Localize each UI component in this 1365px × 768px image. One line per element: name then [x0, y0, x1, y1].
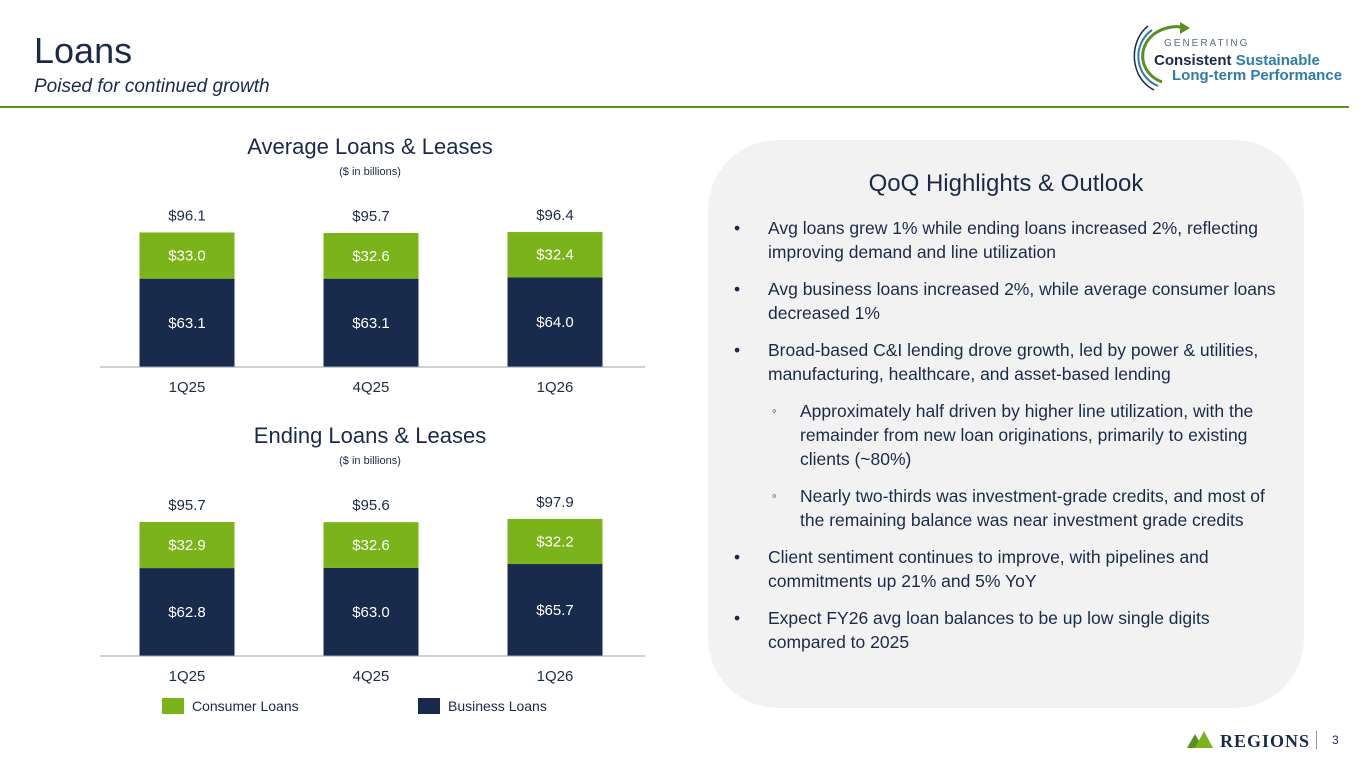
- header-divider: [0, 106, 1349, 108]
- ending-loans-chart: Ending Loans & Leases ($ in billions) $6…: [100, 419, 650, 689]
- business-value-label: $63.0: [352, 604, 390, 621]
- page-number: 3: [1332, 733, 1339, 747]
- consumer-loans-bar: [507, 232, 603, 278]
- total-value-label: $97.9: [536, 494, 574, 511]
- page-title: Loans: [34, 30, 133, 71]
- regions-wordmark: REGIONS: [1220, 731, 1311, 751]
- logo-line-generating: GENERATING: [1164, 38, 1250, 49]
- average-loans-plot: $63.1 $33.0 $96.1 1Q25 $63.1 $32.6 $95.7 4Q25 $6…: [100, 207, 645, 396]
- logo-line-consistent: Consistent Sustainable: [1154, 52, 1320, 69]
- list-item: Avg business loans increased 2%, while a…: [728, 277, 1288, 325]
- legend-consumer: Consumer Loans: [162, 698, 299, 718]
- business-value-label: $65.7: [536, 602, 574, 619]
- chart-title: Ending Loans & Leases: [253, 423, 487, 448]
- business-swatch: [418, 698, 440, 714]
- consumer-swatch: [162, 698, 184, 714]
- consumer-loans-bar: [507, 518, 603, 565]
- list-item: Avg loans grew 1% while ending loans inc…: [728, 216, 1288, 264]
- highlights-title: QoQ Highlights & Outlook: [868, 170, 1144, 197]
- consumer-value-label: $33.0: [168, 248, 206, 265]
- total-value-label: $96.4: [536, 207, 574, 224]
- business-loans-bar: [323, 278, 419, 367]
- consumer-value-label: $32.4: [536, 247, 574, 264]
- consumer-value-label: $32.6: [352, 537, 390, 554]
- business-loans-bar: [507, 277, 603, 367]
- business-value-label: $63.1: [168, 315, 206, 332]
- x-tick-label: 1Q25: [169, 668, 206, 685]
- business-loans-bar: [139, 568, 235, 656]
- footer-separator: [1316, 731, 1317, 749]
- x-tick-label: 4Q25: [353, 668, 390, 685]
- highlights-list: Avg loans grew 1% while ending loans inc…: [728, 216, 1288, 667]
- business-loans-bar: [507, 564, 603, 656]
- sub-list-item: Approximately half driven by higher line…: [728, 399, 1288, 471]
- total-value-label: $95.7: [168, 497, 206, 514]
- generating-performance-logo: GENERATING Consistent Sustainable Long-t…: [1132, 20, 1347, 102]
- business-value-label: $62.8: [168, 604, 206, 621]
- consumer-loans-bar: [323, 522, 419, 568]
- swirl-arrow-icon: [1133, 22, 1190, 91]
- logo-line-performance: Long-term Performance: [1172, 67, 1343, 84]
- list-item: Expect FY26 avg loan balances to be up l…: [728, 606, 1288, 654]
- list-item: Broad-based C&I lending drove growth, le…: [728, 338, 1288, 386]
- business-loans-bar: [139, 278, 235, 367]
- legend-business: Business Loans: [418, 698, 547, 718]
- chart-subtitle: ($ in billions): [339, 166, 401, 178]
- sub-list-item: Nearly two-thirds was investment-grade c…: [728, 484, 1288, 532]
- total-value-label: $95.7: [352, 208, 390, 225]
- consumer-value-label: $32.6: [352, 248, 390, 265]
- page-subtitle: Poised for continued growth: [34, 76, 270, 97]
- consumer-value-label: $32.9: [168, 537, 206, 554]
- x-tick-label: 4Q25: [353, 379, 390, 396]
- consumer-value-label: $32.2: [536, 533, 574, 550]
- business-value-label: $64.0: [536, 314, 574, 331]
- x-tick-label: 1Q26: [537, 668, 574, 685]
- consumer-loans-bar: [139, 522, 235, 569]
- chart-title: Average Loans & Leases: [247, 134, 493, 159]
- consumer-loans-bar: [323, 233, 419, 279]
- ending-loans-plot: $62.8 $32.9 $95.7 1Q25 $63.0 $32.6 $95.6 4Q25 $6…: [100, 494, 645, 685]
- total-value-label: $95.6: [352, 497, 390, 514]
- business-loans-bar: [323, 567, 419, 656]
- consumer-loans-bar: [139, 232, 235, 279]
- pyramid-icon: [1187, 731, 1213, 748]
- highlights-panel: QoQ Highlights & Outlook Avg loans grew …: [708, 140, 1304, 708]
- total-value-label: $96.1: [168, 207, 206, 224]
- list-item: Client sentiment continues to improve, w…: [728, 545, 1288, 593]
- x-tick-label: 1Q25: [169, 379, 206, 396]
- average-loans-chart: Average Loans & Leases ($ in billions) $…: [100, 130, 650, 400]
- business-value-label: $63.1: [352, 315, 390, 332]
- x-tick-label: 1Q26: [537, 379, 574, 396]
- chart-subtitle: ($ in billions): [339, 455, 401, 467]
